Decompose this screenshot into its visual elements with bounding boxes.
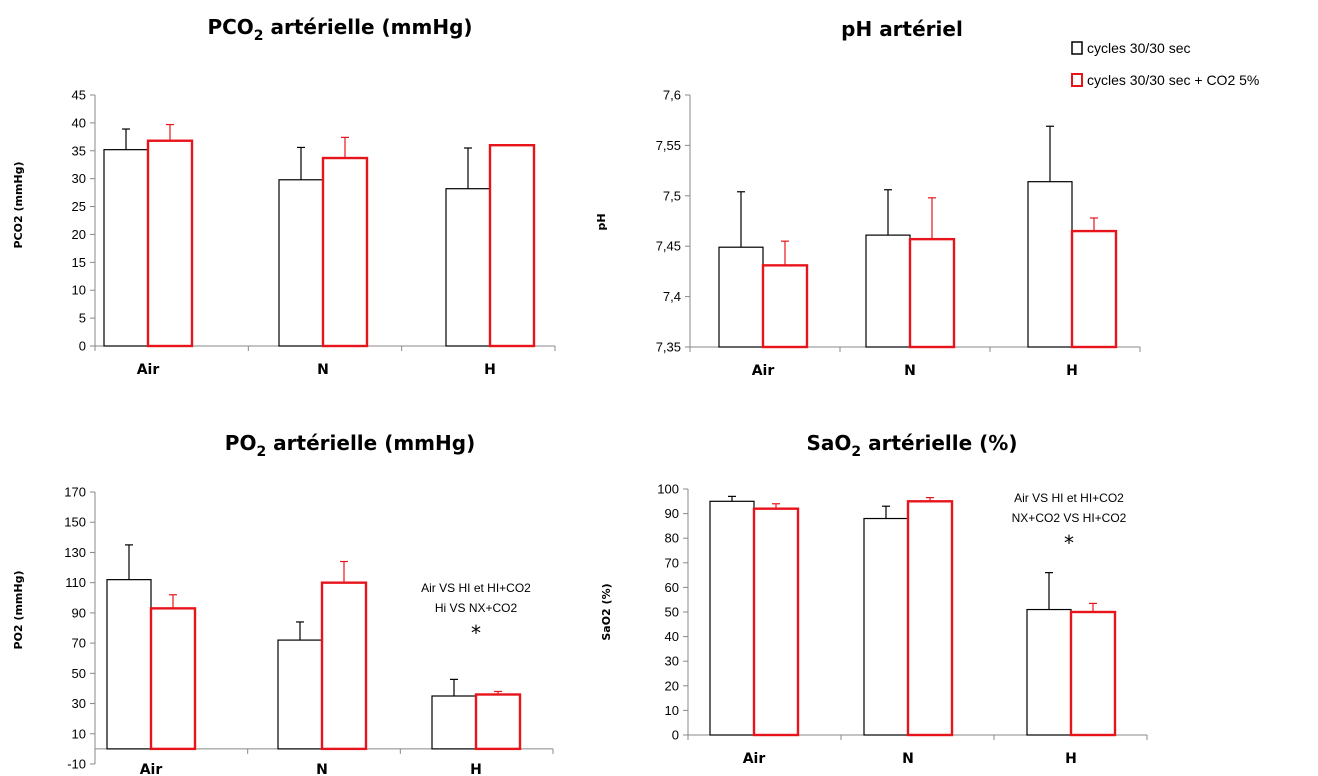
y-tick-label: 7,4 [663, 289, 681, 304]
significance-note: Hi VS NX+CO2 [435, 601, 518, 615]
bar-series2 [763, 265, 807, 347]
y-tick-label: 60 [665, 580, 679, 595]
chart-title: PCO2 artérielle (mmHg) [207, 15, 472, 44]
y-tick-label: 10 [72, 726, 86, 741]
x-category-label: Air [743, 751, 766, 767]
bar-series1 [107, 580, 151, 749]
bar-series1 [432, 696, 476, 749]
chart-pco2: PCO2 artérielle (mmHg) PCO2 (mmHg) 0 5 10 1… [12, 15, 555, 378]
y-tick-label: 10 [72, 283, 86, 298]
significance-note: NX+CO2 VS HI+CO2 [1012, 511, 1127, 525]
y-tick-label: 130 [64, 545, 86, 560]
chart-title: pH artériel [841, 17, 963, 41]
y-tick-label: 0 [79, 339, 86, 354]
bar-series2 [910, 239, 954, 347]
y-tick-label: 15 [72, 255, 86, 270]
legend-swatch-series1 [1072, 42, 1082, 54]
x-category-label: N [317, 362, 329, 378]
bar-series1 [866, 235, 910, 347]
bar-series1 [1028, 182, 1072, 347]
bar-series1 [446, 189, 490, 346]
y-tick-label: 40 [665, 629, 679, 644]
chart-po2: PO2 artérielle (mmHg) PO2 (mmHg) -10 10 30… [12, 431, 553, 776]
y-tick-label: 10 [665, 703, 679, 718]
y-axis-label: pH [595, 213, 608, 230]
y-tick-label: 150 [64, 515, 86, 530]
significance-star: * [1064, 531, 1074, 555]
legend-swatch-series2 [1072, 74, 1082, 86]
significance-star: * [471, 621, 481, 645]
legend: cycles 30/30 sec cycles 30/30 sec + CO2 … [1072, 40, 1259, 88]
bar-series1 [104, 150, 148, 346]
y-tick-label: 45 [72, 88, 86, 103]
y-tick-label: 40 [72, 115, 86, 130]
chart-title: PO2 artérielle (mmHg) [225, 431, 475, 460]
bar-series1 [710, 501, 754, 735]
x-category-label: N [316, 762, 328, 776]
y-tick-label: 0 [672, 728, 679, 743]
bar-series2 [1072, 231, 1116, 347]
y-tick-label: 70 [72, 636, 86, 651]
y-tick-label: 100 [657, 482, 679, 497]
y-tick-label: -10 [67, 757, 86, 772]
bar-series1 [279, 180, 323, 346]
bar-series2 [754, 509, 798, 735]
y-tick-label: 35 [72, 143, 86, 158]
bar-series2 [148, 141, 192, 346]
bar-series2 [490, 145, 534, 346]
significance-note: Air VS HI et HI+CO2 [1014, 491, 1124, 505]
bar-series2 [908, 501, 952, 735]
y-tick-label: 30 [665, 654, 679, 669]
y-tick-label: 110 [65, 575, 86, 590]
legend-label-series1: cycles 30/30 sec [1087, 40, 1191, 56]
y-tick-label: 30 [72, 171, 86, 186]
y-tick-label: 20 [665, 678, 679, 693]
x-category-label: H [484, 362, 496, 378]
chart-title: SaO2 artérielle (%) [807, 431, 1018, 460]
y-tick-label: 5 [79, 311, 86, 326]
x-category-label: H [1065, 751, 1077, 767]
x-category-label: H [470, 762, 482, 776]
x-category-label: Air [140, 762, 163, 776]
y-tick-label: 7,55 [656, 138, 681, 153]
y-tick-label: 25 [72, 199, 86, 214]
bar-series2 [1071, 612, 1115, 735]
y-tick-label: 7,5 [663, 188, 681, 203]
y-tick-label: 7,45 [656, 239, 681, 254]
y-axis-label: SaO2 (%) [600, 583, 613, 640]
y-tick-label: 7,6 [663, 88, 681, 103]
bar-series1 [864, 519, 908, 735]
y-tick-label: 30 [72, 696, 86, 711]
x-category-label: Air [137, 362, 160, 378]
y-tick-label: 50 [72, 666, 86, 681]
y-tick-label: 20 [72, 227, 86, 242]
bar-series1 [1027, 610, 1071, 735]
bar-series2 [322, 583, 366, 749]
bar-series2 [151, 608, 195, 749]
x-category-label: Air [752, 363, 775, 379]
y-tick-label: 80 [665, 531, 679, 546]
y-tick-label: 90 [665, 506, 679, 521]
significance-note: Air VS HI et HI+CO2 [421, 581, 531, 595]
y-tick-label: 90 [72, 605, 86, 620]
bar-series2 [323, 158, 367, 346]
bar-series2 [476, 694, 520, 748]
x-category-label: H [1066, 363, 1078, 379]
chart-sao2: SaO2 artérielle (%) SaO2 (%) 0 10 20 30 40 50… [600, 431, 1147, 767]
y-tick-label: 7,35 [656, 340, 681, 355]
y-axis-label: PO2 (mmHg) [12, 571, 25, 650]
legend-label-series2: cycles 30/30 sec + CO2 5% [1087, 72, 1259, 88]
y-axis-label: PCO2 (mmHg) [12, 161, 25, 248]
y-tick-label: 70 [665, 555, 679, 570]
chart-ph: pH artériel pH 7,35 7,4 7,45 7,5 7,55 7,6 Air N… [595, 17, 1140, 379]
y-tick-label: 170 [64, 485, 86, 500]
y-tick-label: 50 [665, 605, 679, 620]
bar-series1 [278, 640, 322, 749]
x-category-label: N [902, 751, 914, 767]
x-category-label: N [904, 363, 916, 379]
bar-series1 [719, 247, 763, 347]
